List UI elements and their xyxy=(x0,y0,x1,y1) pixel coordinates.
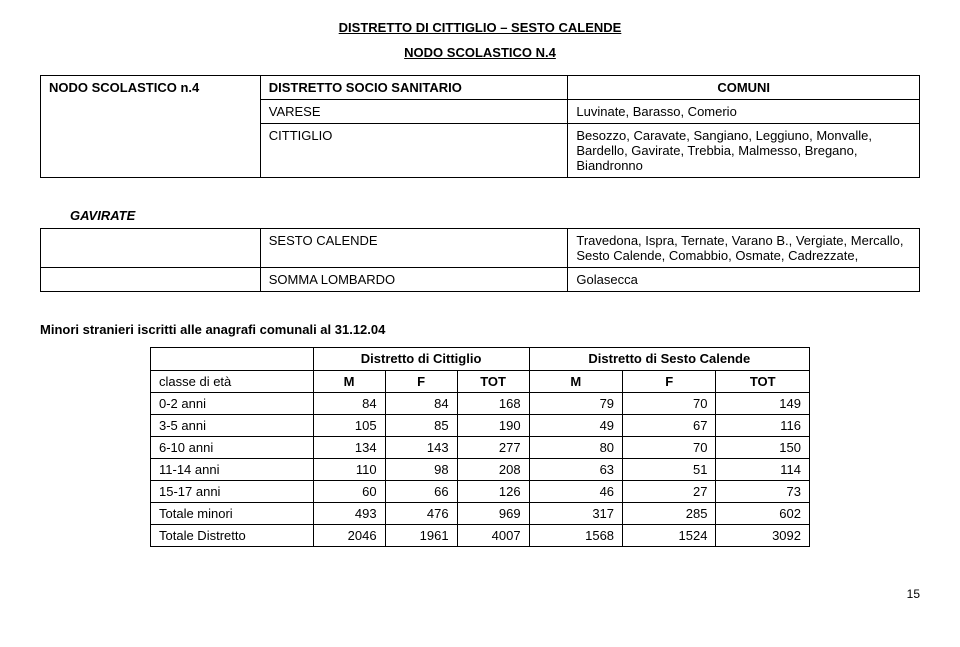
age-cell: 602 xyxy=(716,502,810,524)
age-cell: 493 xyxy=(313,502,385,524)
age-cell: 84 xyxy=(313,392,385,414)
col-m1: M xyxy=(313,370,385,392)
age-cell: 98 xyxy=(385,458,457,480)
col-tot1: TOT xyxy=(457,370,529,392)
age-cell: 27 xyxy=(623,480,716,502)
nodo-label: NODO SCOLASTICO n.4 xyxy=(41,76,261,178)
age-cell: 70 xyxy=(623,392,716,414)
age-cell: 969 xyxy=(457,502,529,524)
cell-sesto: SESTO CALENDE xyxy=(260,229,568,268)
colgroup-cittiglio-label: Distretto di Cittiglio xyxy=(322,351,521,367)
age-row-label: 0-2 anni xyxy=(151,392,314,414)
col-m2: M xyxy=(529,370,622,392)
age-cell: 60 xyxy=(313,480,385,502)
age-cell: 1524 xyxy=(623,524,716,546)
hdr-distretto: DISTRETTO SOCIO SANITARIO xyxy=(260,76,568,100)
age-cell: 79 xyxy=(529,392,622,414)
age-cell: 114 xyxy=(716,458,810,480)
age-cell: 105 xyxy=(313,414,385,436)
colgroup-cittiglio: Distretto di Cittiglio xyxy=(313,348,529,371)
age-cell: 208 xyxy=(457,458,529,480)
gavirate-label: GAVIRATE xyxy=(70,208,920,223)
age-cell: 277 xyxy=(457,436,529,458)
age-row-label: 11-14 anni xyxy=(151,458,314,480)
age-cell: 190 xyxy=(457,414,529,436)
age-cell: 476 xyxy=(385,502,457,524)
district-table-top: NODO SCOLASTICO n.4 DISTRETTO SOCIO SANI… xyxy=(40,75,920,178)
colgroup-sesto-label: Distretto di Sesto Calende xyxy=(538,351,801,367)
age-cell: 46 xyxy=(529,480,622,502)
col-f2: F xyxy=(623,370,716,392)
age-cell: 3092 xyxy=(716,524,810,546)
age-cell: 49 xyxy=(529,414,622,436)
age-cell: 150 xyxy=(716,436,810,458)
cell-somma: SOMMA LOMBARDO xyxy=(260,268,568,292)
cell-cittiglio: CITTIGLIO xyxy=(260,124,568,178)
age-row-label: Totale minori xyxy=(151,502,314,524)
age-cell: 285 xyxy=(623,502,716,524)
section-heading: Minori stranieri iscritti alle anagrafi … xyxy=(40,322,920,337)
age-cell: 80 xyxy=(529,436,622,458)
empty-left-1 xyxy=(41,229,261,268)
age-cell: 143 xyxy=(385,436,457,458)
age-cell: 51 xyxy=(623,458,716,480)
age-cell: 134 xyxy=(313,436,385,458)
age-cell: 66 xyxy=(385,480,457,502)
cell-somma-comuni: Golasecca xyxy=(568,268,920,292)
age-cell: 149 xyxy=(716,392,810,414)
age-cell: 4007 xyxy=(457,524,529,546)
cell-cittiglio-comuni: Besozzo, Caravate, Sangiano, Leggiuno, M… xyxy=(568,124,920,178)
district-table-bottom: SESTO CALENDE Travedona, Ispra, Ternate,… xyxy=(40,228,920,292)
age-cell: 126 xyxy=(457,480,529,502)
age-cell: 85 xyxy=(385,414,457,436)
age-cell: 317 xyxy=(529,502,622,524)
age-cell: 116 xyxy=(716,414,810,436)
age-row-label: 15-17 anni xyxy=(151,480,314,502)
age-row-label: Totale Distretto xyxy=(151,524,314,546)
blank xyxy=(151,348,314,371)
cell-sesto-comuni: Travedona, Ispra, Ternate, Varano B., Ve… xyxy=(568,229,920,268)
rowhead: classe di età xyxy=(151,370,314,392)
cell-varese-comuni: Luvinate, Barasso, Comerio xyxy=(568,100,920,124)
age-row-label: 6-10 anni xyxy=(151,436,314,458)
age-cell: 2046 xyxy=(313,524,385,546)
col-tot2: TOT xyxy=(716,370,810,392)
age-row-label: 3-5 anni xyxy=(151,414,314,436)
empty-left-2 xyxy=(41,268,261,292)
age-cell: 168 xyxy=(457,392,529,414)
page-number: 15 xyxy=(40,587,920,601)
age-table: Distretto di Cittiglio Distretto di Sest… xyxy=(150,347,810,547)
hdr-comuni: COMUNI xyxy=(568,76,920,100)
col-f1: F xyxy=(385,370,457,392)
age-cell: 63 xyxy=(529,458,622,480)
age-cell: 1961 xyxy=(385,524,457,546)
page-title: DISTRETTO DI CITTIGLIO – SESTO CALENDE xyxy=(40,20,920,35)
age-cell: 84 xyxy=(385,392,457,414)
age-cell: 73 xyxy=(716,480,810,502)
page-subtitle: NODO SCOLASTICO N.4 xyxy=(40,45,920,60)
colgroup-sesto: Distretto di Sesto Calende xyxy=(529,348,809,371)
age-cell: 70 xyxy=(623,436,716,458)
age-cell: 67 xyxy=(623,414,716,436)
cell-varese: VARESE xyxy=(260,100,568,124)
age-cell: 1568 xyxy=(529,524,622,546)
age-cell: 110 xyxy=(313,458,385,480)
